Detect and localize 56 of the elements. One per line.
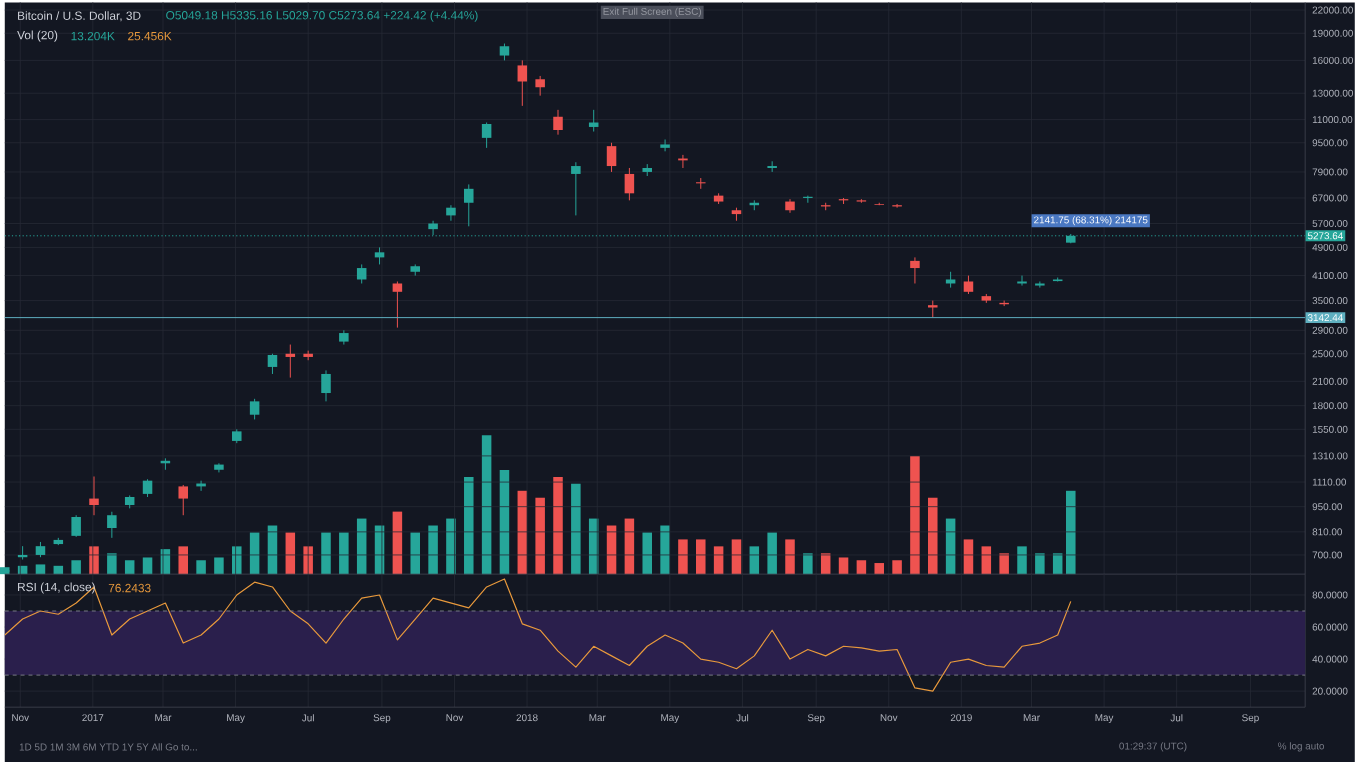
bar — [142, 557, 153, 574]
candlestick — [446, 204, 456, 221]
bar — [910, 455, 920, 574]
candlestick — [1035, 280, 1045, 288]
candlestick — [71, 514, 81, 537]
candlestick — [249, 397, 260, 420]
candlestick — [89, 475, 99, 516]
candlestick — [356, 263, 367, 284]
bar — [642, 532, 652, 574]
bar — [107, 552, 117, 574]
bar — [571, 483, 581, 574]
candlestick — [606, 141, 617, 173]
bar — [999, 552, 1009, 574]
candlestick — [963, 274, 974, 295]
bar — [838, 557, 849, 574]
bar — [178, 545, 188, 574]
candlestick — [696, 177, 706, 189]
candlestick — [803, 194, 813, 203]
bar — [553, 476, 563, 574]
candlestick — [535, 75, 545, 96]
candlestick — [517, 59, 528, 106]
candlestick — [178, 484, 188, 516]
candlestick — [464, 183, 474, 227]
bar — [321, 532, 331, 574]
candlestick — [321, 369, 331, 402]
candlestick — [481, 121, 492, 148]
bar — [410, 532, 420, 574]
bar — [196, 559, 206, 574]
bar — [71, 559, 81, 574]
candlestick — [553, 108, 563, 135]
bar — [1017, 545, 1027, 574]
bar — [803, 552, 813, 574]
bar — [339, 532, 349, 574]
bar — [874, 562, 884, 574]
bar — [892, 559, 902, 574]
bar — [535, 497, 545, 574]
bar — [214, 557, 224, 574]
candlestick — [1017, 274, 1027, 286]
bar — [928, 497, 938, 574]
candlestick — [285, 343, 296, 378]
candlestick — [660, 138, 670, 152]
candlestick — [267, 352, 278, 375]
bar — [696, 539, 706, 574]
bar — [428, 525, 438, 574]
bar — [678, 539, 688, 574]
bar — [1035, 552, 1045, 574]
bar — [767, 532, 777, 574]
candlestick — [624, 167, 635, 201]
candlestick — [107, 510, 117, 538]
candlestick — [571, 161, 581, 216]
candlestick — [785, 198, 795, 213]
candlestick — [392, 280, 403, 328]
bar — [1066, 490, 1076, 574]
bar — [785, 539, 795, 574]
bar — [464, 476, 474, 574]
candlestick — [910, 256, 920, 284]
